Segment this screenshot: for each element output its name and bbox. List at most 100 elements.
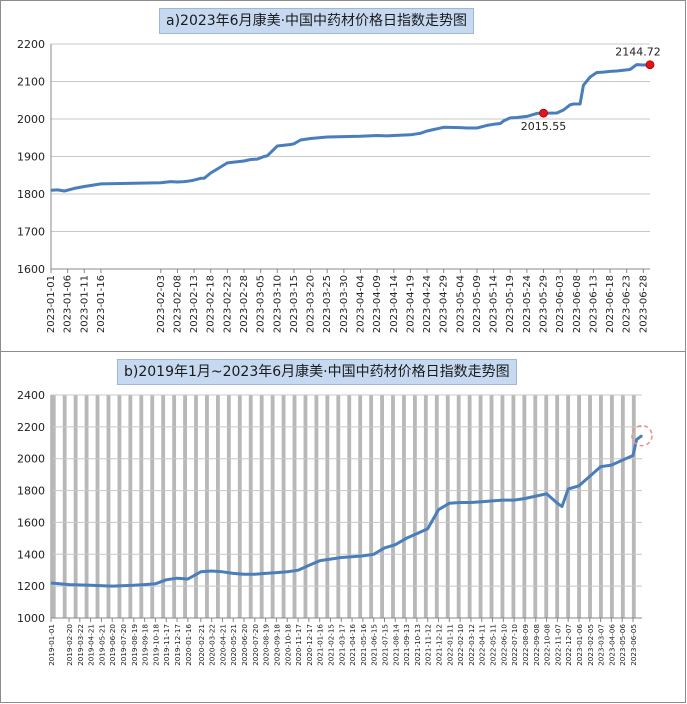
background-bar (544, 395, 549, 618)
background-bar (194, 395, 198, 618)
x-tick-label: 2021-07-15 (380, 624, 389, 666)
x-tick-label: 2020-02-21 (197, 624, 206, 666)
x-tick-label: 2023-04-04 (355, 275, 366, 333)
x-tick-label: 2023-06-23 (622, 275, 633, 333)
background-bar (347, 395, 352, 618)
background-bar (281, 395, 286, 618)
x-tick-label: 2021-05-16 (359, 624, 368, 666)
x-tick-label: 2023-04-24 (422, 275, 433, 333)
y-tick-label: 2100 (17, 76, 45, 89)
x-tick-label: 2023-02-13 (189, 275, 200, 333)
x-tick-label: 2023-05-29 (539, 275, 550, 333)
data-point (221, 571, 224, 573)
x-tick-label: 2023-04-09 (372, 275, 383, 333)
data-point (351, 556, 353, 558)
background-bar (183, 395, 187, 618)
data-point (448, 502, 450, 504)
background-bar (128, 395, 133, 618)
data-point (492, 123, 495, 125)
x-tick-label: 2020-04-21 (218, 624, 227, 666)
data-point (596, 71, 598, 74)
x-tick-label: 2020-09-18 (272, 624, 281, 666)
data-point (562, 109, 565, 111)
background-bar (511, 395, 516, 618)
x-tick-label: 2019-11-17 (162, 624, 171, 666)
data-point (340, 556, 342, 559)
x-tick-label: 2023-03-05 (256, 275, 267, 333)
x-tick-label: 2021-12-12 (435, 624, 444, 666)
data-point (63, 190, 65, 192)
x-tick-label: 2023-03-25 (322, 275, 333, 333)
chart-b-title: b)2019年1月~2023年6月康美·中国中药材价格日指数走势图 (117, 359, 517, 385)
x-tick-label: 2023-04-29 (439, 275, 450, 333)
data-point (621, 459, 623, 461)
data-point (186, 180, 189, 182)
data-point (170, 181, 172, 183)
background-bar (73, 395, 78, 618)
data-point (286, 571, 288, 573)
data-point (50, 582, 52, 584)
background-bar (620, 395, 625, 618)
x-tick-label: 2021-01-16 (316, 624, 325, 666)
data-point (165, 579, 167, 581)
data-point (111, 585, 113, 587)
background-bar (380, 395, 384, 618)
data-point (433, 128, 435, 131)
background-bar (577, 395, 581, 618)
background-bar (51, 395, 56, 618)
x-tick-label: 2020-01-16 (184, 624, 193, 666)
background-bar (215, 395, 220, 618)
background-bar (599, 395, 603, 618)
background-bar (325, 395, 330, 618)
data-point (275, 572, 278, 574)
background-bar (226, 395, 231, 618)
x-tick-label: 2023-06-28 (638, 275, 649, 333)
data-point (405, 537, 407, 539)
y-tick-label: 1900 (17, 151, 45, 164)
x-tick-label: 2021-03-17 (337, 624, 346, 666)
data-point (556, 112, 558, 114)
data-point (629, 68, 631, 71)
data-point (579, 103, 581, 105)
data-point (416, 532, 418, 535)
background-bar (555, 395, 560, 618)
data-point (437, 509, 440, 511)
x-tick-label: 2023-04-14 (389, 275, 400, 333)
x-tick-label: 2022-10-08 (543, 624, 552, 666)
data-point (466, 127, 468, 129)
data-point (309, 137, 312, 140)
data-point (536, 112, 538, 114)
y-tick-label: 2000 (17, 453, 45, 466)
x-tick-label: 2020-12-17 (305, 624, 314, 666)
data-point (459, 501, 461, 504)
x-tick-label: 2020-07-20 (251, 624, 260, 666)
x-tick-label: 2021-04-16 (348, 624, 357, 666)
data-point (491, 500, 494, 502)
data-point (283, 144, 285, 146)
x-tick-label: 2023-02-03 (156, 275, 167, 333)
data-point (636, 64, 638, 66)
data-point (572, 103, 575, 105)
data-point (100, 183, 102, 185)
data-point (632, 454, 634, 457)
background-bar (358, 395, 363, 618)
y-tick-label: 1000 (17, 612, 45, 625)
x-tick-label: 2022-02-10 (456, 624, 465, 666)
x-tick-label: 2019-02-20 (65, 624, 74, 666)
data-point (50, 189, 52, 191)
data-point (290, 143, 292, 146)
x-tick-label: 2021-02-15 (326, 624, 335, 666)
background-bar (402, 395, 406, 618)
x-tick-label: 2023-05-19 (505, 275, 516, 333)
data-point (160, 182, 162, 184)
background-bar (336, 395, 341, 618)
background-bar (237, 395, 242, 618)
data-point (567, 488, 569, 490)
x-tick-label: 2019-09-18 (141, 624, 150, 666)
data-label: 2144.72 (615, 46, 661, 59)
data-point (319, 560, 321, 562)
x-tick-label: 2023-05-06 (618, 624, 627, 666)
data-point (513, 499, 515, 501)
data-point (616, 70, 618, 72)
x-tick-label: 2023-03-10 (272, 275, 283, 333)
